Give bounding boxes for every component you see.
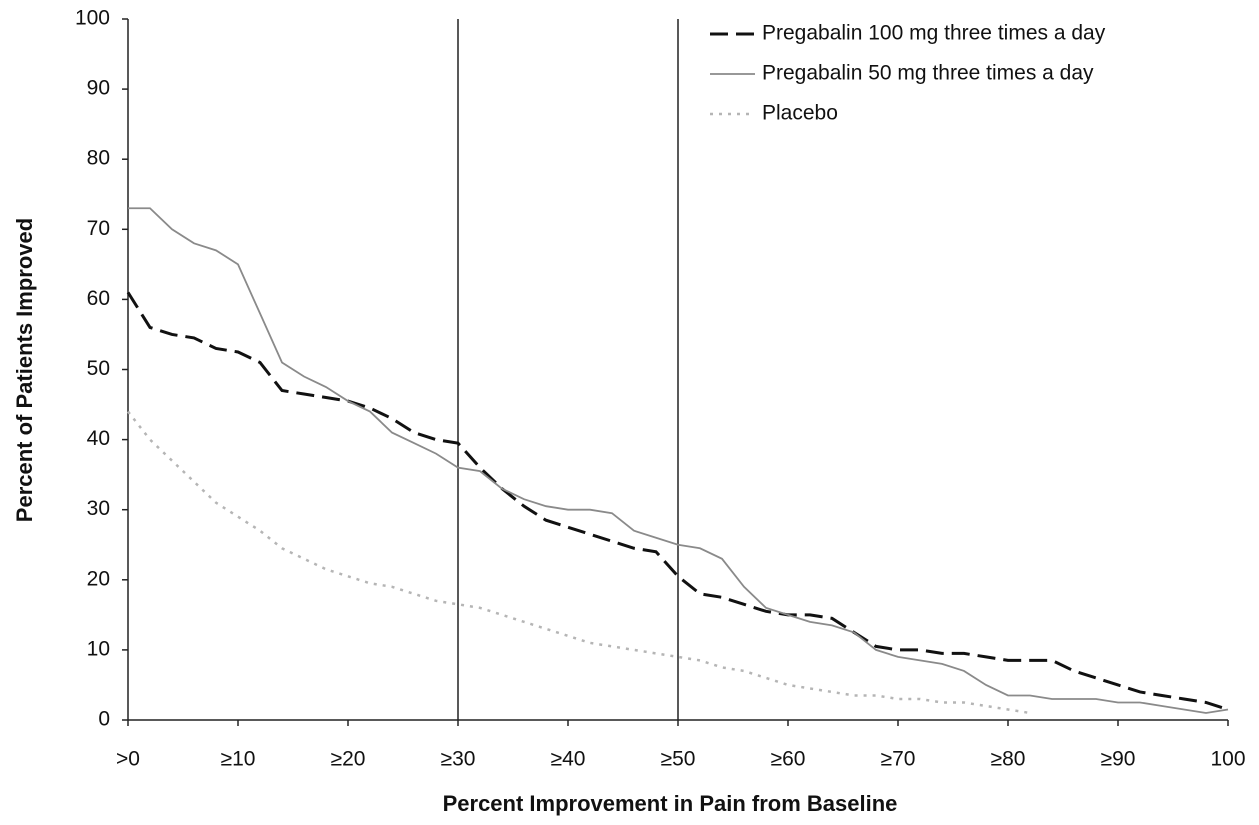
series-line bbox=[127, 410, 1031, 715]
x-tick-label: >0 bbox=[116, 748, 140, 771]
y-tick-label: 80 bbox=[87, 147, 110, 170]
y-tick-label: 60 bbox=[87, 287, 110, 310]
x-tick-label: ≥40 bbox=[551, 748, 586, 771]
x-tick-label: ≥80 bbox=[991, 748, 1026, 771]
x-tick-label: ≥70 bbox=[881, 748, 916, 771]
y-tick-label: 90 bbox=[87, 77, 110, 100]
x-tick-label: ≥90 bbox=[1101, 748, 1136, 771]
series-line bbox=[126, 291, 1229, 711]
x-tick-label: ≥20 bbox=[331, 748, 366, 771]
x-tick-label: ≥60 bbox=[771, 748, 806, 771]
x-axis-title: Percent Improvement in Pain from Baselin… bbox=[443, 791, 898, 816]
x-tick-label: ≥10 bbox=[221, 748, 256, 771]
y-tick-label: 100 bbox=[75, 7, 110, 30]
legend-label: Pregabalin 100 mg three times a day bbox=[762, 22, 1106, 45]
y-tick-label: 20 bbox=[87, 567, 110, 590]
y-axis-title: Percent of Patients Improved bbox=[12, 218, 37, 522]
x-tick-label: ≥50 bbox=[661, 748, 696, 771]
y-tick-label: 70 bbox=[87, 217, 110, 240]
legend-label: Pregabalin 50 mg three times a day bbox=[762, 62, 1094, 85]
x-tick-label: 100 bbox=[1210, 748, 1245, 771]
y-tick-label: 50 bbox=[87, 357, 110, 380]
y-tick-label: 0 bbox=[98, 708, 110, 731]
y-tick-label: 40 bbox=[87, 427, 110, 450]
series-line bbox=[128, 207, 1229, 714]
y-tick-label: 30 bbox=[87, 497, 110, 520]
x-tick-label: ≥30 bbox=[441, 748, 476, 771]
legend-label: Placebo bbox=[762, 102, 838, 125]
y-tick-label: 10 bbox=[87, 637, 110, 660]
